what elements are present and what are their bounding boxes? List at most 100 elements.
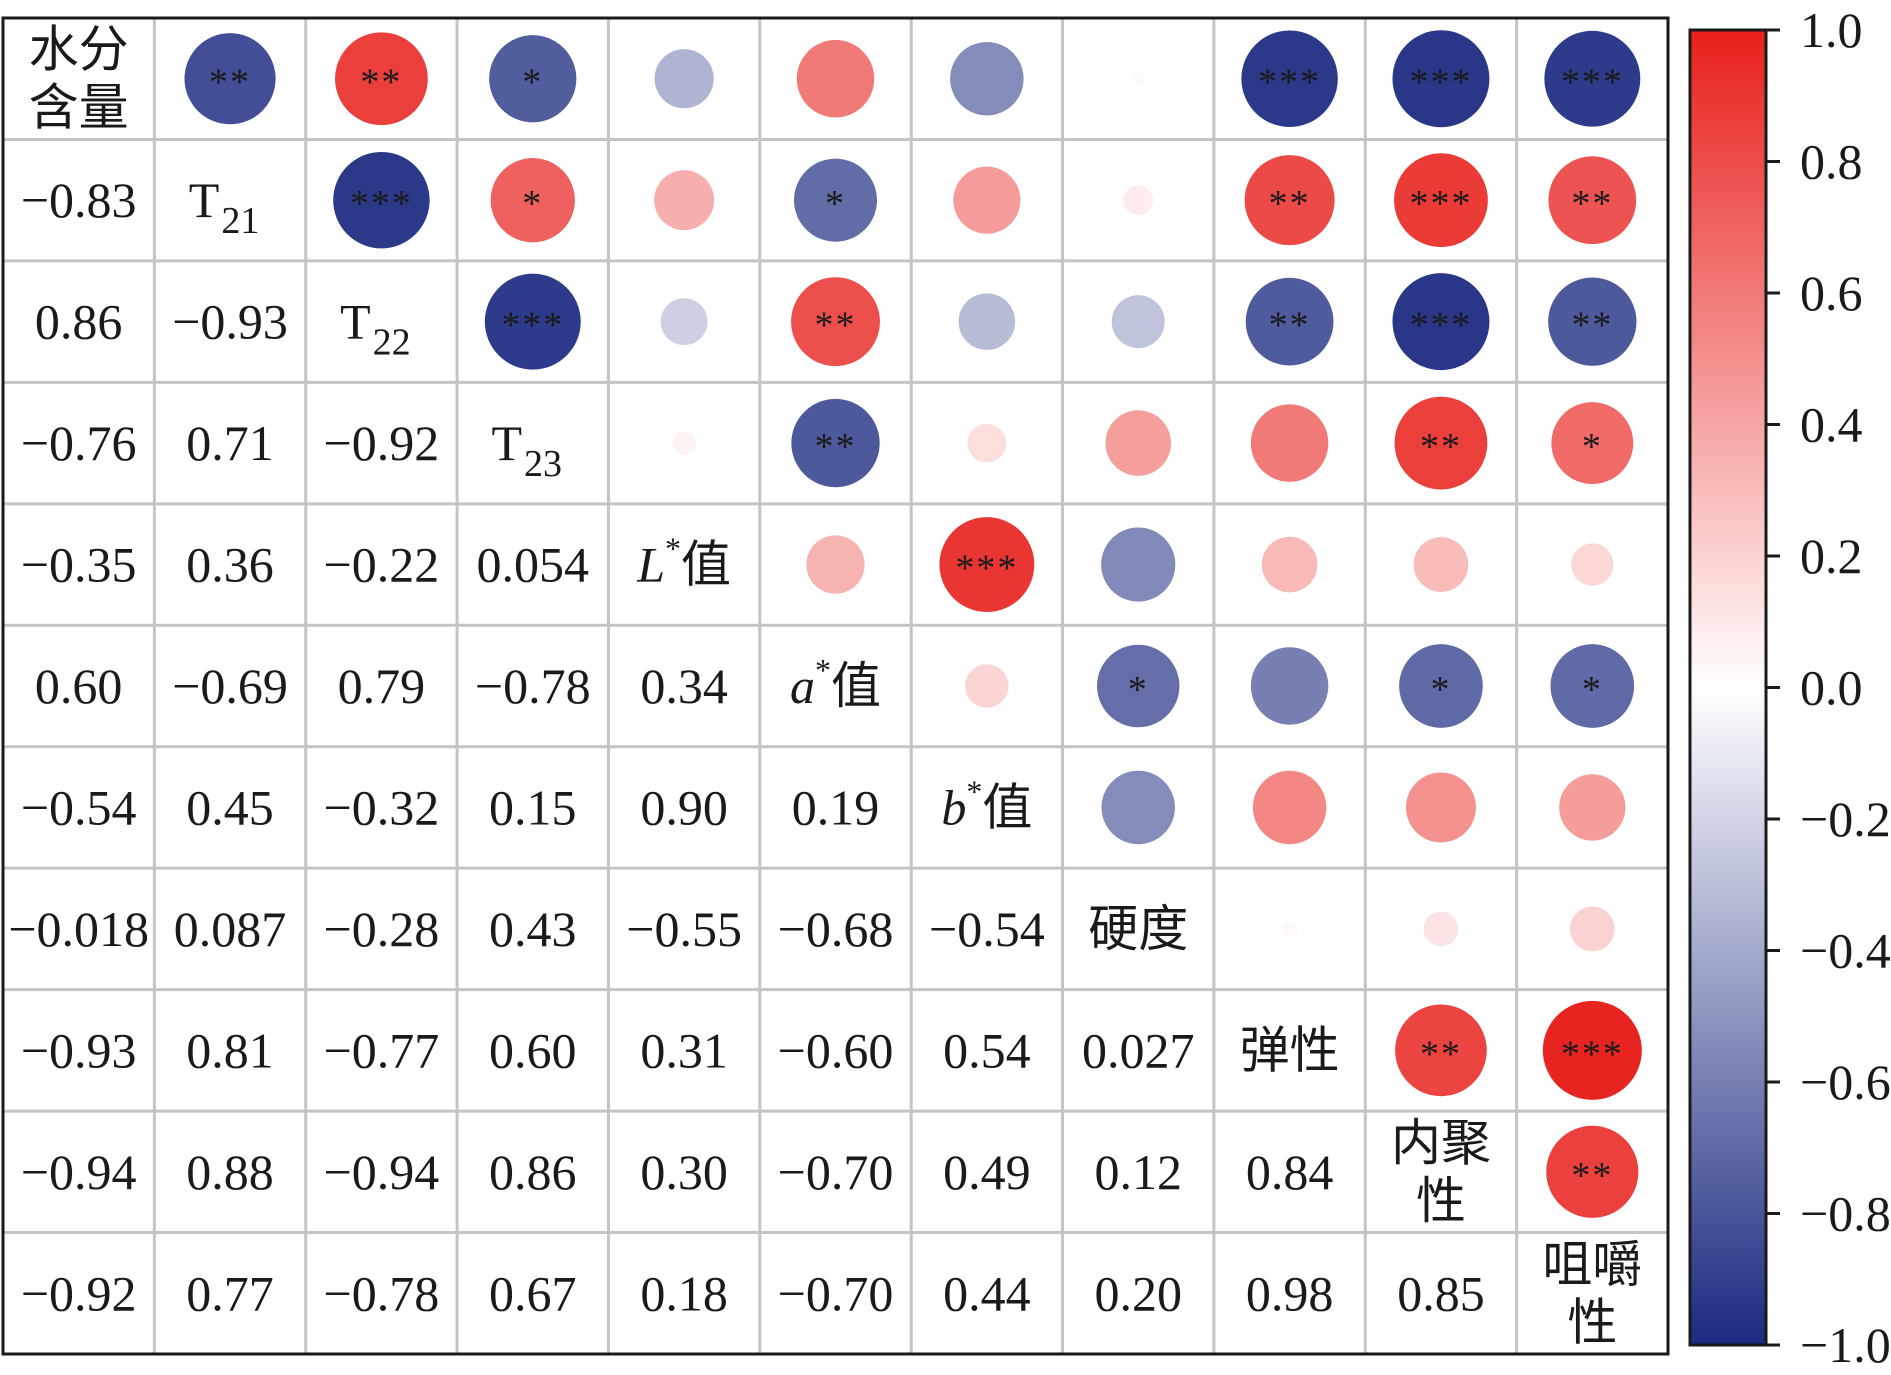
correlation-circle [489, 35, 577, 123]
significance-stars: ** [209, 62, 251, 104]
significance-stars: *** [501, 305, 564, 347]
correlation-circle [806, 535, 865, 594]
correlation-value: −0.77 [324, 1022, 440, 1078]
correlation-value: 0.36 [186, 537, 274, 593]
correlation-value: 0.60 [35, 658, 123, 714]
correlation-value: 0.86 [35, 294, 123, 350]
correlation-value: 0.90 [640, 779, 728, 835]
correlation-value: −0.60 [778, 1022, 894, 1078]
significance-stars: * [825, 183, 846, 225]
variable-label-10: 咀嚼性 [1542, 1236, 1642, 1350]
correlation-circle [1413, 537, 1469, 592]
colorbar-tick-label: −0.6 [1800, 1054, 1891, 1110]
correlation-circle [1105, 410, 1172, 476]
correlation-value: −0.94 [324, 1144, 440, 1200]
variable-label-9: 内聚性 [1391, 1115, 1491, 1229]
correlation-value: −0.76 [21, 415, 137, 471]
correlation-circle [1394, 396, 1488, 490]
significance-stars: * [1128, 669, 1149, 711]
significance-stars: *** [1409, 62, 1472, 104]
correlation-circle [939, 517, 1035, 612]
variable-label-3: T23 [491, 415, 562, 485]
correlation-value: −0.35 [21, 537, 137, 593]
correlation-value: 0.54 [943, 1022, 1031, 1078]
colorbar-tick-label: −0.8 [1800, 1186, 1891, 1242]
correlation-value: 0.20 [1094, 1265, 1182, 1321]
correlation-circle [335, 32, 428, 126]
grid-lines [3, 18, 1668, 1354]
colorbar-tick-label: 0.8 [1800, 134, 1863, 190]
correlation-value: 0.49 [943, 1144, 1031, 1200]
significance-stars: * [522, 183, 543, 225]
significance-stars: *** [1561, 1033, 1624, 1075]
variable-label-5: a*值 [790, 652, 881, 715]
correlation-value: −0.69 [172, 658, 288, 714]
correlation-value: −0.22 [324, 537, 440, 593]
correlation-circle [1244, 155, 1335, 246]
correlation-circle [796, 39, 875, 118]
correlation-circle [1551, 402, 1634, 485]
correlation-value: −0.93 [172, 294, 288, 350]
correlation-value: −0.70 [778, 1265, 894, 1321]
correlation-value: 0.34 [640, 658, 728, 714]
correlation-value: −0.93 [21, 1022, 137, 1078]
correlation-value: 0.19 [792, 779, 880, 835]
significance-stars: *** [1561, 62, 1624, 104]
correlation-value: 0.12 [1094, 1144, 1182, 1200]
correlation-circle [958, 293, 1016, 350]
correlation-value: −0.83 [21, 172, 137, 228]
correlation-circle [965, 664, 1009, 708]
colorbar-ticks: 1.0 0.8 0.6 0.4 0.2 0.0 −0.2 −0.4 −0.6 −0.8 −1.0 [1766, 2, 1891, 1373]
correlation-circle [484, 273, 581, 370]
correlation-value: 0.81 [186, 1022, 274, 1078]
correlation-value: 0.88 [186, 1144, 274, 1200]
correlation-circle [1281, 920, 1298, 938]
variable-label-2: T22 [340, 294, 411, 364]
significance-stars: *** [955, 548, 1018, 590]
correlation-circle [1548, 156, 1637, 245]
correlation-value: −0.92 [324, 415, 440, 471]
significance-stars: ** [1571, 1155, 1613, 1197]
correlation-value: 0.77 [186, 1265, 274, 1321]
correlation-value: −0.54 [21, 779, 137, 835]
correlation-circle [1250, 404, 1329, 482]
correlation-value: −0.32 [324, 779, 440, 835]
correlation-circle [1111, 295, 1165, 349]
colorbar-tick-label: 0.6 [1800, 265, 1863, 321]
variable-label-8: 弹性 [1240, 1022, 1340, 1078]
variable-label-0: 水分含量 [29, 22, 129, 136]
colorbar-tick-label: 0.4 [1800, 397, 1863, 453]
correlation-value: 0.43 [489, 901, 577, 957]
correlation-circle [1548, 277, 1637, 366]
significance-stars: ** [360, 62, 402, 104]
significance-stars: * [1582, 669, 1603, 711]
correlation-value: 0.18 [640, 1265, 728, 1321]
correlation-circle [967, 423, 1007, 463]
significance-stars: ** [1269, 305, 1311, 347]
correlation-circle [950, 41, 1024, 116]
correlation-value: 0.60 [489, 1022, 577, 1078]
correlation-circle [333, 151, 430, 249]
correlation-circle [1392, 273, 1490, 371]
correlation-value: 0.86 [489, 1144, 577, 1200]
plot-border [1, 16, 1670, 1356]
correlation-value: −0.78 [475, 658, 591, 714]
correlation-value: −0.55 [626, 901, 742, 957]
correlation-circle [1559, 774, 1626, 841]
correlation-circle [1131, 72, 1145, 86]
significance-stars: *** [1409, 183, 1472, 225]
variable-label-6: b*值 [941, 773, 1032, 836]
correlation-circle [1571, 543, 1614, 586]
correlation-value: 0.15 [489, 779, 577, 835]
correlation-circle [1261, 536, 1318, 593]
correlation-value: −0.28 [324, 901, 440, 957]
correlation-circle [1550, 644, 1635, 728]
correlation-value: −0.92 [21, 1265, 137, 1321]
significance-stars: * [1430, 669, 1451, 711]
correlation-value: 0.84 [1246, 1144, 1334, 1200]
significance-stars: *** [1258, 62, 1321, 104]
correlation-circle [490, 158, 575, 243]
significance-stars: * [522, 62, 543, 104]
correlation-value: 0.98 [1246, 1265, 1334, 1321]
